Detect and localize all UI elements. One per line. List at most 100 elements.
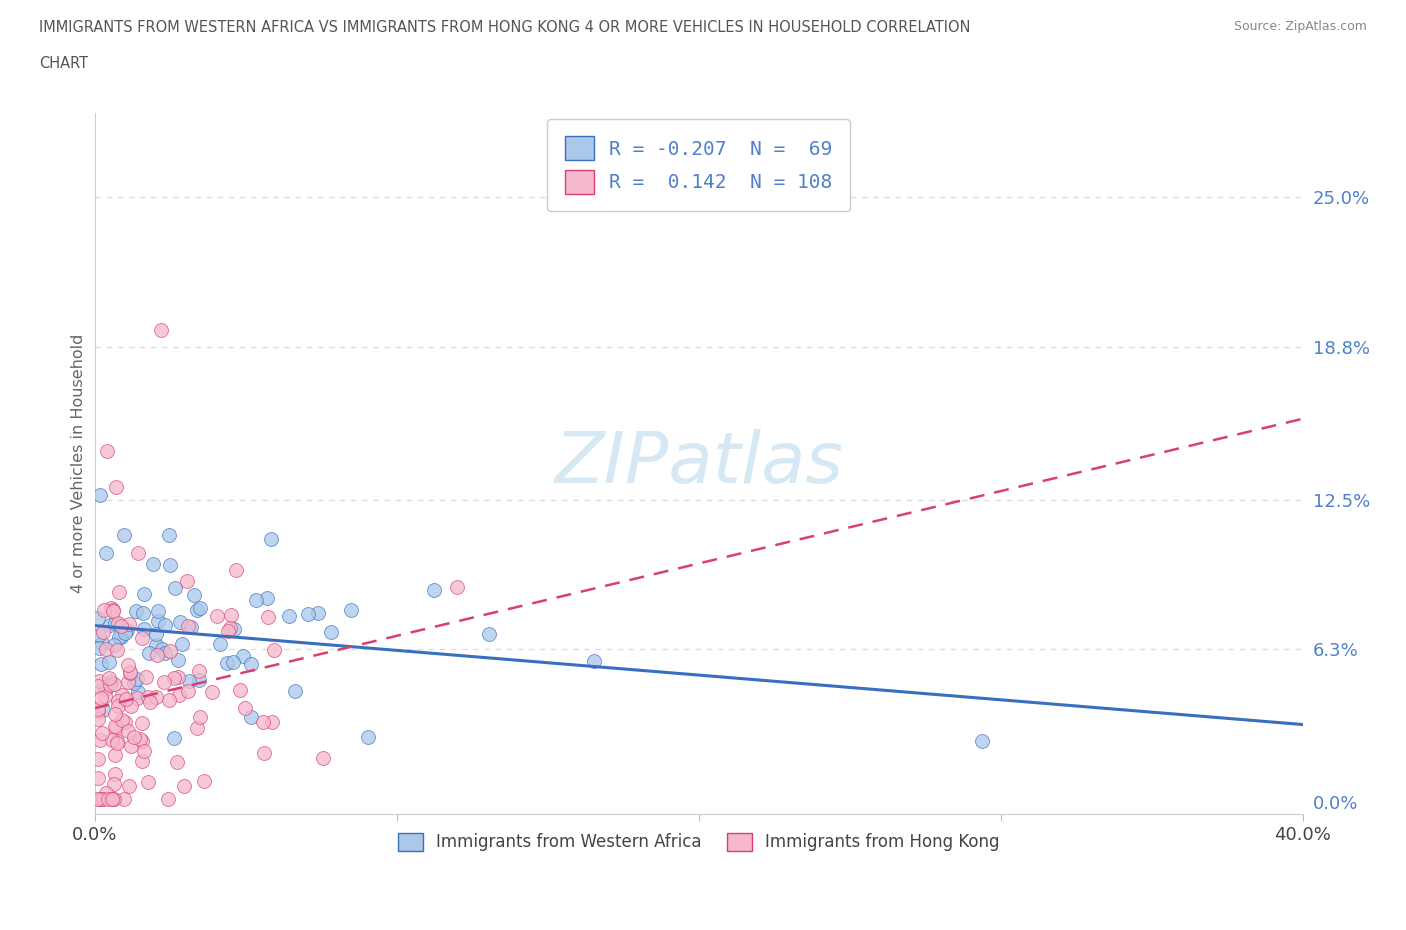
Point bbox=[159, 557, 181, 572]
Point bbox=[176, 573, 198, 588]
Point bbox=[90, 691, 112, 706]
Point bbox=[132, 621, 155, 636]
Point bbox=[104, 616, 127, 631]
Point bbox=[186, 720, 208, 735]
Point bbox=[100, 674, 122, 689]
Point bbox=[180, 620, 202, 635]
Point bbox=[96, 642, 118, 657]
Point bbox=[163, 580, 186, 595]
Point bbox=[87, 628, 110, 643]
Point bbox=[177, 684, 200, 698]
Point bbox=[145, 689, 167, 704]
Point bbox=[157, 528, 180, 543]
Point bbox=[159, 643, 181, 658]
Point bbox=[120, 664, 142, 679]
Point bbox=[153, 618, 176, 632]
Point bbox=[205, 609, 228, 624]
Point bbox=[217, 624, 239, 639]
Point bbox=[169, 615, 191, 630]
Point bbox=[146, 614, 169, 629]
Point bbox=[107, 694, 129, 709]
Point bbox=[478, 626, 501, 641]
Point bbox=[91, 791, 114, 806]
Point bbox=[166, 754, 188, 769]
Point bbox=[112, 791, 135, 806]
Point bbox=[153, 674, 176, 689]
Point bbox=[105, 736, 128, 751]
Point bbox=[257, 610, 280, 625]
Point bbox=[134, 743, 156, 758]
Point bbox=[219, 621, 242, 636]
Point bbox=[87, 702, 110, 717]
Point bbox=[87, 752, 110, 767]
Point bbox=[167, 653, 190, 668]
Point bbox=[103, 676, 125, 691]
Point bbox=[89, 732, 111, 747]
Point bbox=[225, 563, 247, 578]
Point bbox=[115, 622, 138, 637]
Point bbox=[127, 545, 149, 560]
Point bbox=[86, 678, 108, 693]
Point bbox=[183, 588, 205, 603]
Point bbox=[87, 641, 110, 656]
Point bbox=[209, 636, 232, 651]
Point bbox=[253, 746, 276, 761]
Point bbox=[193, 774, 215, 789]
Point bbox=[98, 618, 121, 633]
Point bbox=[101, 603, 124, 618]
Point bbox=[114, 626, 136, 641]
Point bbox=[311, 751, 333, 766]
Point bbox=[90, 726, 112, 741]
Point bbox=[103, 777, 125, 791]
Point bbox=[91, 636, 114, 651]
Point bbox=[87, 791, 110, 806]
Text: CHART: CHART bbox=[39, 56, 89, 71]
Point bbox=[90, 657, 112, 671]
Point bbox=[98, 677, 121, 692]
Point bbox=[110, 630, 132, 644]
Point bbox=[188, 601, 211, 616]
Point bbox=[104, 766, 127, 781]
Point bbox=[131, 753, 153, 768]
Text: IMMIGRANTS FROM WESTERN AFRICA VS IMMIGRANTS FROM HONG KONG 4 OR MORE VEHICLES I: IMMIGRANTS FROM WESTERN AFRICA VS IMMIGR… bbox=[39, 20, 972, 35]
Point bbox=[240, 657, 263, 671]
Point bbox=[128, 731, 150, 746]
Point bbox=[201, 684, 224, 699]
Point bbox=[188, 663, 211, 678]
Point bbox=[101, 732, 124, 747]
Point bbox=[150, 642, 173, 657]
Point bbox=[132, 605, 155, 620]
Point bbox=[111, 687, 134, 702]
Point bbox=[582, 654, 605, 669]
Point bbox=[103, 748, 125, 763]
Point bbox=[86, 771, 108, 786]
Point bbox=[972, 734, 994, 749]
Point bbox=[94, 786, 117, 801]
Point bbox=[122, 730, 145, 745]
Point bbox=[104, 480, 127, 495]
Point bbox=[446, 579, 468, 594]
Point bbox=[224, 622, 246, 637]
Point bbox=[260, 532, 283, 547]
Point bbox=[228, 683, 250, 698]
Point bbox=[319, 624, 342, 639]
Point bbox=[262, 714, 284, 729]
Point bbox=[97, 655, 120, 670]
Point bbox=[120, 738, 142, 753]
Point bbox=[127, 691, 149, 706]
Point bbox=[87, 712, 110, 727]
Text: Source: ZipAtlas.com: Source: ZipAtlas.com bbox=[1233, 20, 1367, 33]
Point bbox=[96, 444, 118, 458]
Point bbox=[135, 670, 157, 684]
Point bbox=[117, 674, 139, 689]
Point bbox=[177, 674, 200, 689]
Point bbox=[157, 791, 180, 806]
Point bbox=[138, 645, 160, 660]
Point bbox=[356, 730, 378, 745]
Point bbox=[107, 616, 129, 631]
Point bbox=[423, 583, 446, 598]
Point bbox=[307, 605, 329, 620]
Point bbox=[186, 603, 208, 618]
Text: ZIPatlas: ZIPatlas bbox=[554, 429, 844, 498]
Point bbox=[157, 692, 180, 707]
